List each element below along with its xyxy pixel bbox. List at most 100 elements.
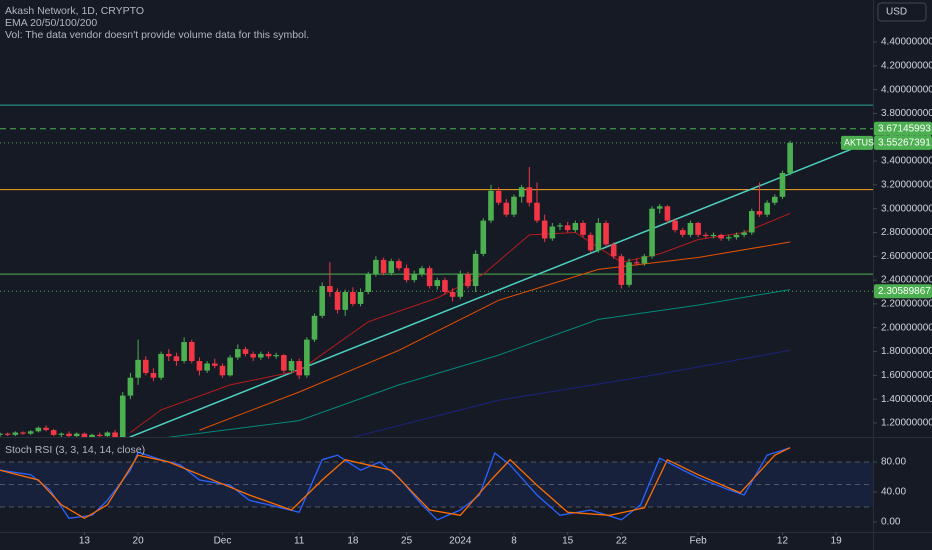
rsi-tick-label: 0.00 (881, 517, 901, 528)
candle-body (273, 355, 279, 357)
candle-body (127, 377, 134, 396)
candle-body (633, 262, 640, 264)
level-label: 3.67145993 (878, 123, 931, 134)
candle-body (741, 232, 747, 235)
candle-body (242, 349, 249, 354)
candle-body (334, 292, 341, 310)
candle-body (465, 274, 471, 287)
candle-body (480, 220, 487, 254)
candle-body (258, 353, 264, 358)
candle-body (388, 261, 395, 273)
candle-body (173, 356, 180, 362)
candle-body (219, 365, 226, 376)
candle-body (564, 225, 571, 231)
y-tick-label: 4.00000000 (881, 84, 932, 95)
candle-body (357, 292, 364, 304)
candle-body (457, 274, 464, 297)
symbol-box (841, 135, 873, 150)
candle-body (495, 190, 502, 203)
x-tick-label: Dec (214, 536, 232, 547)
candle-body (725, 237, 732, 239)
candle-body (350, 292, 356, 304)
candle-body (119, 395, 126, 437)
candle-body (449, 292, 456, 297)
candle-body (73, 433, 80, 437)
candle-body (235, 349, 241, 358)
candle-body (595, 222, 602, 251)
candle-body (618, 256, 625, 285)
candle-body (672, 220, 678, 231)
candle-body (158, 353, 164, 378)
x-tick-label: 12 (777, 536, 789, 547)
candle-body (679, 230, 686, 235)
y-tick-label: 1.40000000 (881, 394, 932, 405)
candle-body (472, 253, 479, 287)
candle-body (488, 190, 494, 221)
rsi-pane (0, 447, 873, 521)
candle-body (165, 353, 172, 357)
rsi-line (0, 447, 791, 520)
ema-line (352, 349, 791, 437)
y-tick-label: 4.20000000 (881, 60, 932, 71)
candle-body (181, 342, 187, 362)
candle-body (541, 220, 548, 239)
rsi-tick-label: 80.00 (881, 457, 906, 468)
candle-body (526, 187, 533, 203)
candle-body (227, 357, 233, 376)
candle-body (557, 225, 563, 227)
candle-body (748, 211, 755, 233)
candle-body (664, 206, 671, 221)
candle-body (365, 274, 372, 293)
y-tick-label: 3.00000000 (881, 203, 932, 214)
candle-body (764, 202, 770, 215)
candle-body (626, 262, 632, 285)
candle-body (27, 431, 34, 434)
candle-body (0, 433, 3, 435)
candle-body (511, 196, 517, 215)
main-pane (0, 104, 873, 437)
x-tick-label: 22 (616, 536, 628, 547)
candle-body (756, 211, 763, 215)
x-tick-label: 25 (401, 536, 413, 547)
candle-body (96, 434, 103, 437)
candle-body (204, 363, 210, 371)
candle-body (281, 355, 287, 371)
y-tick-label: 3.80000000 (881, 108, 932, 119)
candle-body (426, 268, 433, 287)
candle-body (211, 363, 218, 366)
candle-body (142, 359, 149, 373)
currency[interactable]: USD (886, 7, 907, 18)
volume-note: Vol: The data vendor doesn't provide vol… (5, 29, 309, 41)
candle-body (296, 361, 302, 376)
candle-body (373, 259, 379, 275)
candle-body (380, 259, 387, 273)
level-label-box (874, 121, 932, 136)
x-tick-label: 20 (133, 536, 145, 547)
y-tick-label: 3.20000000 (881, 180, 932, 191)
candle-body (188, 342, 195, 362)
candle-body (503, 202, 510, 215)
x-tick-label: 11 (294, 536, 305, 547)
level-label: 2.30589867 (878, 286, 931, 297)
candle-body (265, 353, 272, 357)
trendline (129, 139, 873, 437)
candle-body (50, 430, 57, 435)
candle-body (772, 196, 778, 203)
currency-button[interactable] (877, 2, 927, 22)
candle-body (779, 172, 786, 197)
chart-title: Akash Network, 1D, CRYPTO (5, 5, 144, 17)
candle-body (66, 433, 72, 437)
y-tick-label: 2.80000000 (881, 227, 932, 238)
candle-body (150, 372, 157, 378)
candle-body (89, 434, 95, 437)
candle-body (572, 222, 579, 231)
candle-body (718, 234, 724, 239)
candle-body (112, 432, 118, 437)
candle-body (641, 256, 648, 264)
candle-body (587, 234, 594, 251)
last-price-box (874, 135, 932, 150)
candle-body (135, 359, 141, 378)
x-tick-label: 15 (562, 536, 574, 547)
